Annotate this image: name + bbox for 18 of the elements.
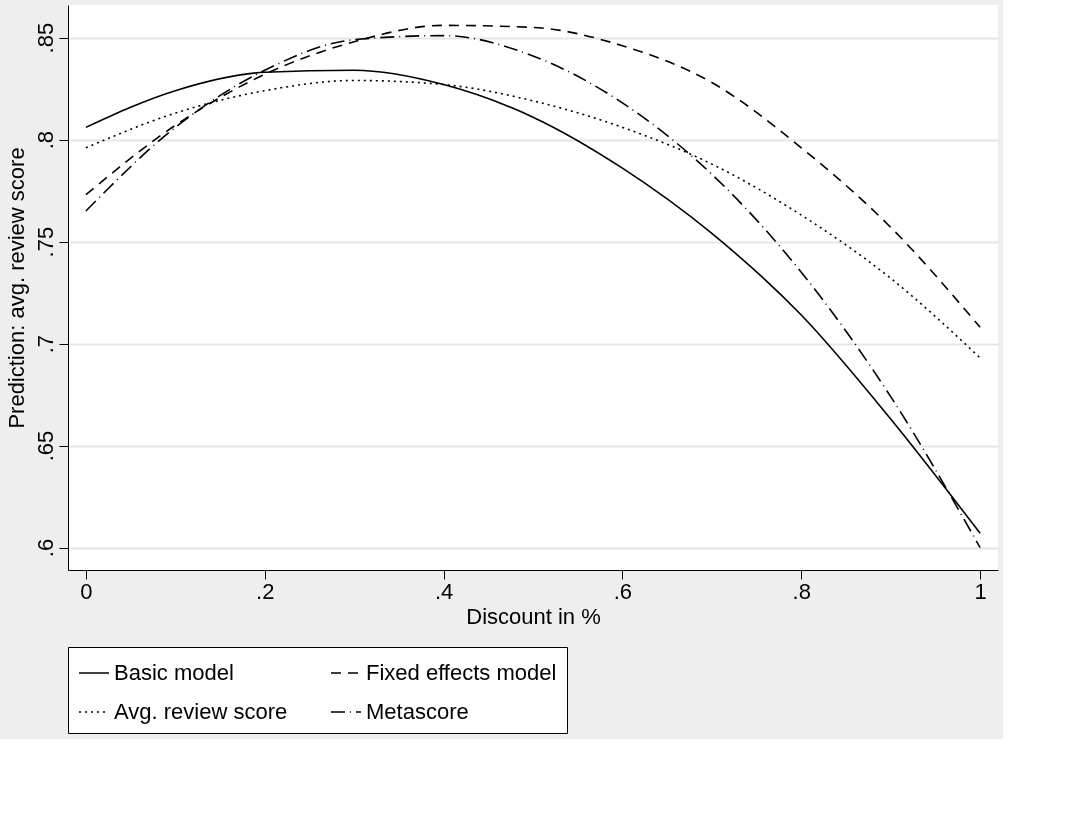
x-axis-title: Discount in % xyxy=(466,603,601,629)
x-tick-label: .8 xyxy=(792,578,811,604)
x-tick-label: 0 xyxy=(80,578,93,604)
y-tick-label: .7 xyxy=(32,334,58,354)
y-tick-label: .6 xyxy=(32,538,58,558)
legend-label: Avg. review score xyxy=(114,699,288,724)
legend-label: Fixed effects model xyxy=(366,660,557,685)
y-tick-label: .65 xyxy=(32,430,58,462)
y-tick-label: .8 xyxy=(32,130,58,150)
x-tick-label: .6 xyxy=(613,578,633,604)
y-tick-label: .75 xyxy=(32,226,58,258)
x-tick-label: .4 xyxy=(434,578,454,604)
legend-label: Metascore xyxy=(366,699,469,724)
legend-label: Basic model xyxy=(114,660,234,685)
x-tick-label: .2 xyxy=(256,578,275,604)
x-tick-label: 1 xyxy=(974,578,987,604)
y-axis-title: Prediction: avg. review score xyxy=(3,147,29,429)
y-tick-label: .85 xyxy=(32,22,58,54)
